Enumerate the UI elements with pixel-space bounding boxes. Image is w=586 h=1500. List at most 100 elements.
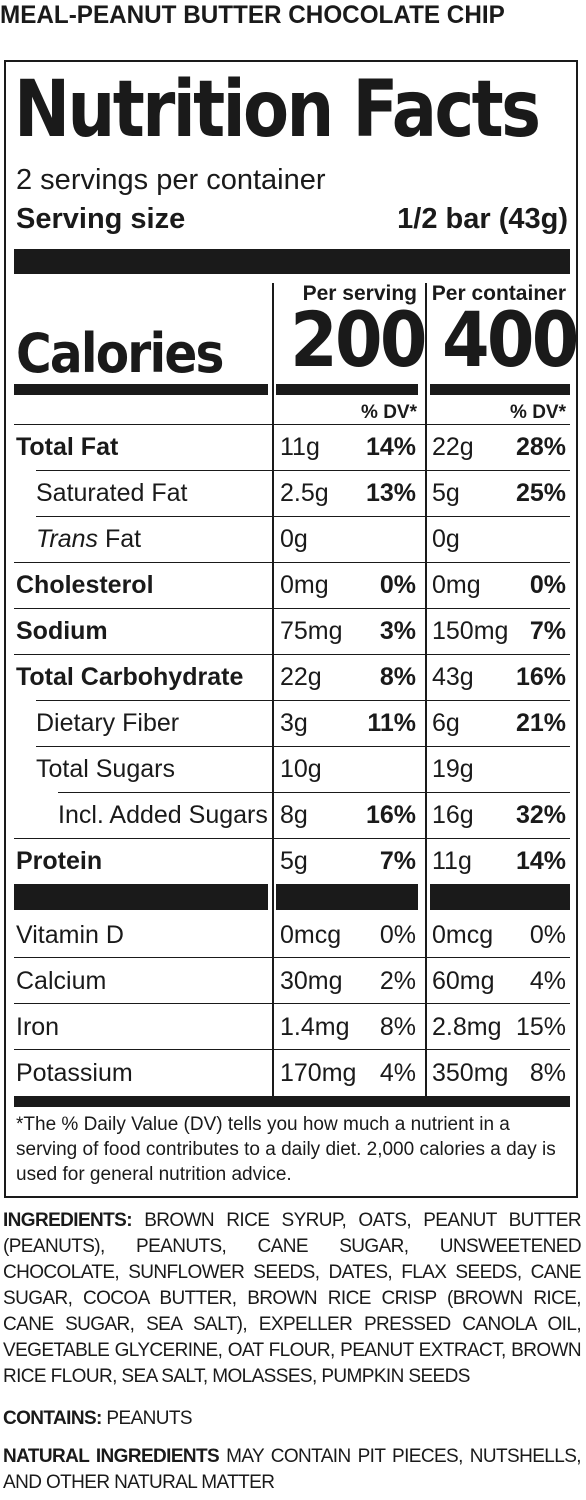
c-dv-value: 16% — [515, 663, 566, 691]
s-amt-value: 0g — [280, 525, 308, 553]
c-dv-value: 0% — [529, 921, 566, 949]
s-dv-value: 8% — [379, 663, 416, 691]
ingredients-label: INGREDIENTS: — [3, 1210, 133, 1231]
dv-footnote: *The % Daily Value (DV) tells you how mu… — [16, 1114, 556, 1185]
servings-per-container: 2 servings per container — [16, 164, 326, 196]
s-amt-value: 2.5g — [280, 479, 329, 507]
s-amt-value: 0mcg — [280, 921, 342, 949]
s-dv-value: 14% — [365, 433, 416, 461]
c-amt-value: 150mg — [432, 617, 509, 645]
s-dv-value: 8% — [379, 1013, 416, 1041]
c-amt-value: 0mcg — [432, 921, 494, 949]
product-title: MEAL-PEANUT BUTTER CHOCOLATE CHIP — [0, 1, 505, 29]
nutrient-name-rest: Fat — [98, 525, 142, 553]
row-divider — [14, 562, 570, 563]
row-divider — [14, 1049, 570, 1050]
contains-statement: CONTAINS: PEANUTS — [3, 1406, 581, 1432]
nutrient-name: Saturated Fat — [36, 479, 188, 507]
c-dv-value: 7% — [529, 617, 566, 645]
row-divider — [14, 838, 570, 839]
s-dv-value: 11% — [367, 709, 416, 737]
c-amt-value: 60mg — [432, 967, 495, 995]
row-divider — [14, 424, 570, 425]
nutrient-name: Total Sugars — [36, 755, 175, 783]
row-divider — [36, 700, 570, 701]
vitamin-divider-3 — [430, 884, 570, 910]
c-dv-value: 4% — [529, 967, 566, 995]
nutrition-facts-panel — [4, 60, 578, 1198]
s-dv-value: 2% — [379, 967, 416, 995]
s-amt-value: 8g — [280, 801, 308, 829]
row-divider — [36, 470, 570, 471]
vitamin-divider-1 — [14, 884, 268, 910]
contains-label: CONTAINS: — [3, 1408, 102, 1429]
contains-text: PEANUTS — [101, 1408, 192, 1429]
c-amt-value: 16g — [432, 801, 474, 829]
c-amt-value: 6g — [432, 709, 460, 737]
c-dv-value — [480, 746, 566, 792]
s-dv-value — [330, 746, 416, 792]
c-dv-value: 21% — [515, 709, 566, 737]
calories-divider-2 — [276, 384, 418, 395]
c-dv-value: 0% — [529, 571, 566, 599]
dv-header-container: % DV* — [510, 402, 566, 423]
nutrient-name: Sodium — [16, 617, 108, 645]
dv-header-serving: % DV* — [361, 402, 417, 423]
calories-per-serving: 200 — [290, 295, 427, 384]
ingredients-statement: INGREDIENTS: BROWN RICE SYRUP, OATS, PEA… — [3, 1208, 582, 1390]
calories-per-container: 400 — [442, 295, 579, 384]
row-divider — [58, 792, 570, 793]
row-divider — [14, 608, 570, 609]
s-amt-value: 30mg — [280, 967, 343, 995]
row-divider — [36, 746, 570, 747]
calories-divider-1 — [14, 384, 268, 395]
c-amt-value: 43g — [432, 663, 474, 691]
s-amt-value: 1.4mg — [280, 1013, 350, 1041]
nutrient-name: Total Fat — [16, 433, 119, 461]
serving-size-label: Serving size — [16, 203, 186, 235]
c-amt-value: 5g — [432, 479, 460, 507]
c-dv-value: 15% — [515, 1013, 566, 1041]
per-serving-label: Per serving — [302, 282, 417, 305]
thick-divider-top — [14, 249, 570, 274]
vitamin-name: Calcium — [16, 967, 107, 995]
c-dv-value: 8% — [529, 1059, 566, 1087]
nutrient-name: Protein — [16, 847, 103, 875]
s-dv-value: 7% — [379, 847, 416, 875]
s-amt-value: 22g — [280, 663, 322, 691]
natural-ingredients-statement: NATURAL INGREDIENTS MAY CONTAIN PIT PIEC… — [3, 1444, 582, 1496]
column-divider-2 — [425, 283, 427, 1096]
s-dv-value: 4% — [379, 1059, 416, 1087]
natural-ingredients-text: MAY CONTAIN PIT PIECES, NUTSHELLS, AND O… — [3, 1446, 582, 1493]
nutrient-name: Total Carbohydrate — [16, 663, 244, 691]
s-amt-value: 11g — [280, 433, 320, 461]
nutrition-facts-title: Nutrition Facts — [14, 65, 541, 155]
s-amt-value: 0mg — [280, 571, 329, 599]
c-amt-value: 19g — [432, 755, 474, 783]
natural-ingredients-label: NATURAL INGREDIENTS — [3, 1446, 220, 1467]
calories-label: Calories — [16, 322, 224, 385]
column-divider-1 — [272, 283, 274, 1096]
s-amt-value: 5g — [280, 847, 308, 875]
s-amt-value: 10g — [280, 755, 322, 783]
calories-divider-3 — [430, 384, 570, 395]
nutrient-name: Incl. Added Sugars — [58, 801, 268, 829]
row-divider — [36, 516, 570, 517]
serving-size-value: 1/2 bar (43g) — [397, 203, 568, 235]
ingredients-text: BROWN RICE SYRUP, OATS, PEANUT BUTTER (P… — [3, 1210, 582, 1387]
c-dv-value: 25% — [515, 479, 566, 507]
vitamin-divider-2 — [276, 884, 418, 910]
c-amt-value: 22g — [432, 433, 474, 461]
s-dv-value: 16% — [365, 801, 416, 829]
vitamin-name: Potassium — [16, 1059, 133, 1087]
c-dv-value — [480, 516, 566, 562]
per-container-label: Per container — [431, 282, 566, 305]
s-dv-value: 13% — [365, 479, 416, 507]
c-amt-value: 11g — [432, 847, 472, 875]
s-amt-value: 75mg — [280, 617, 343, 645]
vitamin-name: Vitamin D — [16, 921, 124, 949]
nutrient-name: Trans Fat — [36, 516, 141, 562]
c-dv-value: 14% — [515, 847, 566, 875]
c-dv-value: 28% — [515, 433, 566, 461]
c-amt-value: 2.8mg — [432, 1013, 502, 1041]
